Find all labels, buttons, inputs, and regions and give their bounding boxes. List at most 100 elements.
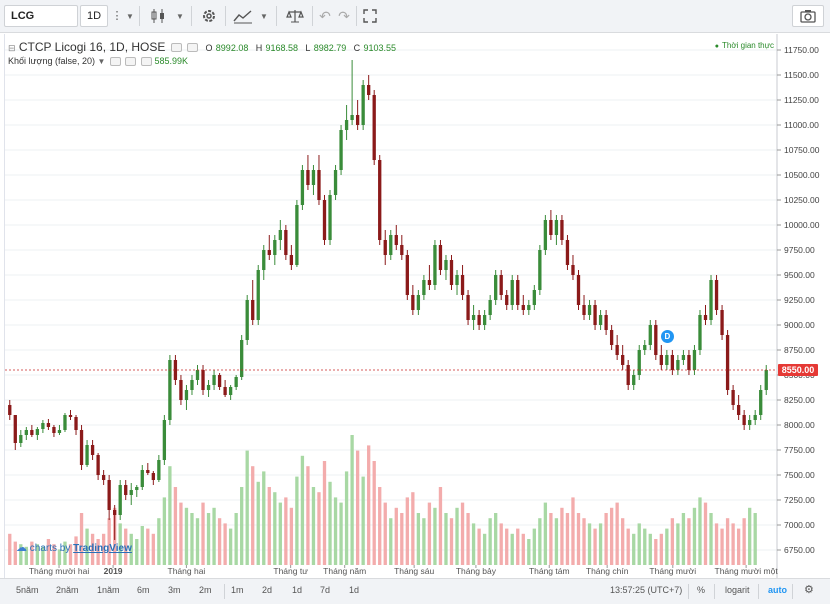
- range-button-6m[interactable]: 6m: [137, 585, 150, 595]
- candle-body: [13, 415, 17, 443]
- camera-icon[interactable]: [792, 5, 824, 27]
- volume-bar: [477, 528, 481, 565]
- range-button-1d[interactable]: 1d: [349, 585, 360, 595]
- volume-bar: [444, 513, 448, 565]
- volume-bar: [19, 544, 23, 565]
- candle-body: [725, 335, 730, 390]
- candle-body: [444, 260, 448, 270]
- tradingview-branding[interactable]: ☁ charts by TradingView: [16, 541, 132, 554]
- toolbar-divider: [139, 6, 140, 26]
- volume-bar: [251, 466, 255, 565]
- volume-bar: [240, 487, 244, 565]
- compare-icon[interactable]: [282, 5, 308, 27]
- candle-body: [300, 170, 305, 205]
- candle-body: [637, 350, 641, 375]
- candle-body: [284, 230, 288, 255]
- range-button-1d[interactable]: 1d: [292, 585, 303, 595]
- collapse-icon[interactable]: ⊟: [8, 43, 16, 53]
- settings-small-icon[interactable]: [125, 57, 137, 67]
- range-button-2m[interactable]: 2m: [199, 585, 212, 595]
- chevron-down-icon[interactable]: ▼: [260, 12, 268, 21]
- range-button-3m[interactable]: 3m: [168, 585, 181, 595]
- candle-body: [322, 200, 327, 240]
- symbol-legend: ⊟ CTCP Licogi 16, 1D, HOSE O 8992.08 H 9…: [8, 40, 396, 54]
- volume-bar: [587, 523, 592, 565]
- candle-body: [621, 355, 625, 365]
- volume-bar: [554, 518, 559, 565]
- volume-bar: [311, 487, 316, 565]
- candle-body: [389, 235, 393, 255]
- volume-bar: [300, 455, 305, 565]
- candle-body: [63, 415, 67, 430]
- range-button-7d[interactable]: 7d: [320, 585, 331, 595]
- eye-icon[interactable]: [170, 43, 182, 53]
- branding-name[interactable]: TradingView: [73, 543, 132, 554]
- price-tick-label: 10500.00: [784, 170, 820, 180]
- candle-body: [107, 480, 111, 510]
- candle-body: [471, 315, 476, 320]
- candle-body: [68, 415, 73, 417]
- volume-bar: [107, 518, 111, 565]
- candle-body: [532, 290, 536, 305]
- candle-body: [173, 360, 178, 380]
- candle-body: [295, 205, 299, 265]
- volume-bar: [179, 502, 183, 565]
- interval-button[interactable]: 1D: [80, 5, 108, 27]
- toolbar-divider: [356, 6, 357, 26]
- volume-bar: [267, 487, 271, 565]
- candle-body: [30, 430, 34, 435]
- toolbar-divider: [688, 584, 689, 599]
- candle-body: [736, 405, 741, 415]
- candle-body: [681, 355, 686, 360]
- candle-body: [19, 435, 23, 443]
- toolbar-divider: [312, 6, 313, 26]
- price-tick-label: 10250.00: [784, 195, 820, 205]
- low-value: 8982.79: [313, 43, 347, 53]
- volume-bar: [665, 528, 669, 565]
- range-button-1năm[interactable]: 1năm: [97, 585, 120, 595]
- range-button-2d[interactable]: 2d: [262, 585, 273, 595]
- log-toggle[interactable]: logarit: [725, 585, 750, 595]
- range-button-5năm[interactable]: 5năm: [16, 585, 39, 595]
- close-label: C: [353, 43, 361, 53]
- volume-bar: [521, 533, 525, 565]
- dividend-marker[interactable]: D: [660, 330, 674, 343]
- redo-icon[interactable]: ↷: [338, 8, 350, 24]
- candle-body: [240, 340, 244, 377]
- symbol-input[interactable]: LCG: [4, 5, 78, 27]
- range-button-1m[interactable]: 1m: [231, 585, 244, 595]
- volume-bar: [604, 513, 608, 565]
- chevron-down-icon[interactable]: ▼: [126, 12, 134, 21]
- chevron-down-icon[interactable]: ▼: [97, 57, 106, 66]
- time-tick-label: Tháng sáu: [394, 566, 434, 576]
- candle-body: [355, 115, 360, 125]
- gear-icon[interactable]: ⚙: [804, 584, 814, 596]
- candle-body: [400, 245, 404, 255]
- chevron-down-icon[interactable]: ▼: [176, 12, 184, 21]
- candle-body: [113, 510, 117, 515]
- undo-icon[interactable]: ↶: [319, 8, 331, 24]
- eye-icon[interactable]: [109, 57, 121, 67]
- indicators-icon[interactable]: [230, 5, 256, 27]
- candle-body: [273, 240, 277, 255]
- candle-body: [184, 390, 189, 400]
- volume-bar: [118, 523, 122, 565]
- volume-bar: [85, 528, 89, 565]
- settings-small-icon[interactable]: [187, 43, 199, 53]
- close-icon[interactable]: [140, 57, 152, 67]
- gear-icon[interactable]: [198, 5, 220, 27]
- volume-bar: [367, 445, 371, 565]
- percent-toggle[interactable]: %: [697, 585, 706, 595]
- fullscreen-icon[interactable]: [360, 5, 380, 27]
- candle-body: [217, 375, 222, 387]
- volume-bar: [13, 541, 17, 565]
- volume-bar: [289, 507, 294, 565]
- volume-bar: [195, 518, 200, 565]
- candles-icon[interactable]: [146, 5, 170, 27]
- more-icon[interactable]: ⋮: [111, 10, 123, 22]
- volume-bar: [135, 539, 139, 565]
- auto-toggle[interactable]: auto: [768, 585, 787, 595]
- volume-bar: [471, 523, 476, 565]
- range-button-2năm[interactable]: 2năm: [56, 585, 79, 595]
